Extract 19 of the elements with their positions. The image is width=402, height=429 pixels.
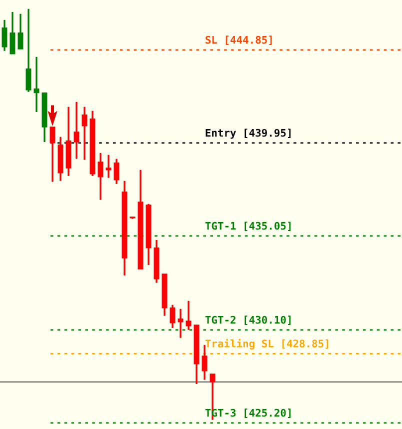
candlestick bbox=[18, 13, 24, 50]
candlestick bbox=[178, 308, 184, 339]
candlestick bbox=[186, 300, 192, 331]
ref-line-label: Trailing SL [428.85] bbox=[205, 338, 328, 350]
ref-line-label: Entry [439.95] bbox=[206, 128, 291, 139]
candlestick bbox=[74, 101, 80, 160]
candlestick bbox=[114, 158, 120, 185]
ref-line-label: TGT-2 [430.10] bbox=[205, 316, 291, 325]
candlestick bbox=[2, 19, 8, 52]
candlestick bbox=[26, 8, 32, 93]
ref-line-label: SL [444.85] bbox=[206, 36, 272, 45]
candlestick bbox=[82, 106, 88, 161]
candlestick bbox=[34, 56, 40, 113]
ref-line-label: TGT-1 [435.05] bbox=[205, 222, 291, 231]
candlestick bbox=[50, 126, 56, 183]
candlestick bbox=[170, 304, 176, 329]
candlestick bbox=[10, 11, 16, 55]
candlestick bbox=[98, 152, 104, 201]
candlestick bbox=[106, 154, 112, 179]
